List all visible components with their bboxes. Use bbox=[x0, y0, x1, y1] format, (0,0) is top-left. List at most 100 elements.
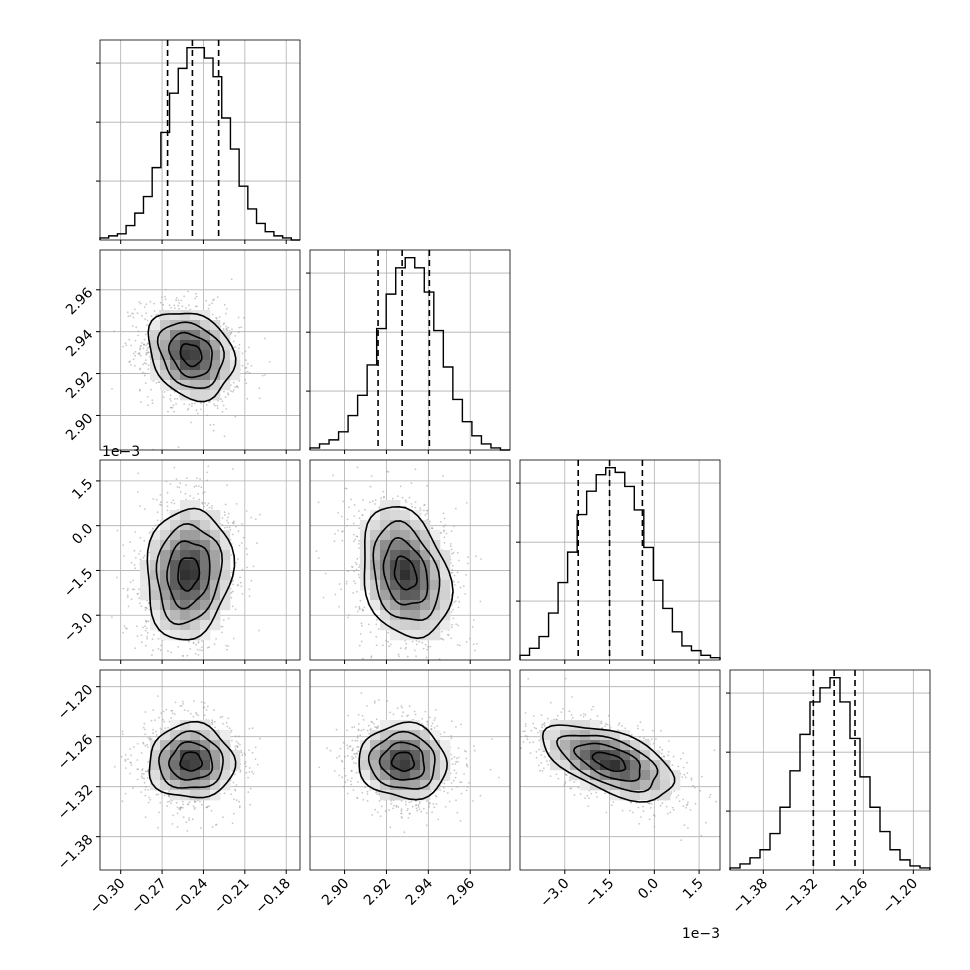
density-cell bbox=[190, 310, 201, 321]
density-cell bbox=[180, 620, 191, 631]
scatter-point bbox=[145, 606, 148, 609]
scatter-point bbox=[234, 748, 237, 751]
scatter-point bbox=[235, 503, 238, 505]
scatter-point bbox=[234, 415, 237, 418]
scatter-point bbox=[450, 611, 453, 613]
scatter-point bbox=[248, 346, 250, 349]
scatter-point bbox=[178, 307, 180, 310]
scatter-point bbox=[179, 482, 182, 485]
scatter-point bbox=[138, 597, 141, 599]
density-cell bbox=[150, 330, 161, 341]
scatter-point bbox=[146, 349, 148, 352]
scatter-point bbox=[152, 709, 155, 711]
joint-panel-p1-p2 bbox=[309, 459, 511, 664]
scatter-point bbox=[162, 396, 165, 398]
scatter-point bbox=[155, 314, 158, 316]
scatter-point bbox=[453, 525, 455, 528]
density-cell bbox=[180, 590, 191, 601]
scatter-point bbox=[232, 389, 235, 391]
density-cell bbox=[220, 380, 231, 391]
density-cell bbox=[200, 340, 211, 351]
scatter-point bbox=[361, 514, 364, 516]
scatter-point bbox=[439, 662, 441, 664]
density-cell bbox=[380, 520, 391, 531]
scatter-point bbox=[456, 596, 459, 599]
scatter-point bbox=[191, 818, 194, 821]
scatter-point bbox=[473, 619, 475, 621]
scatter-point bbox=[220, 625, 222, 628]
scatter-point bbox=[170, 400, 173, 402]
scatter-point bbox=[348, 506, 350, 509]
scatter-point bbox=[361, 624, 363, 627]
density-cell bbox=[390, 530, 401, 541]
scatter-point bbox=[211, 302, 213, 305]
scatter-point bbox=[344, 487, 346, 490]
density-cell bbox=[400, 550, 411, 561]
scatter-point bbox=[173, 410, 176, 413]
scatter-point bbox=[464, 593, 467, 595]
density-cell bbox=[380, 600, 391, 611]
scatter-point bbox=[141, 342, 143, 344]
scatter-point bbox=[228, 526, 231, 528]
scatter-point bbox=[364, 508, 366, 511]
scatter-point bbox=[382, 644, 384, 647]
scatter-point bbox=[223, 511, 226, 514]
density-cell bbox=[200, 590, 211, 601]
density-cell bbox=[420, 540, 431, 551]
scatter-point bbox=[137, 592, 139, 595]
density-cell bbox=[200, 580, 211, 591]
scatter-point bbox=[144, 629, 147, 632]
scatter-point bbox=[146, 396, 149, 398]
density-cell bbox=[370, 510, 381, 521]
scatter-point bbox=[241, 542, 243, 544]
scatter-point bbox=[192, 805, 195, 808]
scatter-point bbox=[173, 502, 176, 505]
density-cell bbox=[170, 560, 181, 571]
scatter-point bbox=[231, 579, 234, 582]
density-cell bbox=[400, 620, 411, 631]
density-cell bbox=[170, 610, 181, 621]
scatter-point bbox=[194, 402, 196, 405]
scatter-point bbox=[194, 297, 197, 300]
scatter-point bbox=[221, 411, 224, 413]
scatter-point bbox=[210, 809, 213, 812]
scatter-point bbox=[156, 511, 159, 514]
density-cell bbox=[200, 380, 211, 391]
scatter-point bbox=[431, 527, 433, 529]
scatter-point bbox=[200, 646, 203, 648]
scatter-point bbox=[226, 484, 229, 487]
scatter-point bbox=[157, 793, 160, 796]
scatter-point bbox=[256, 763, 259, 766]
scatter-point bbox=[147, 351, 150, 353]
scatter-point bbox=[142, 556, 145, 559]
scatter-point bbox=[451, 604, 453, 607]
scatter-point bbox=[476, 642, 478, 645]
scatter-point bbox=[132, 579, 135, 582]
scatter-point bbox=[396, 495, 399, 497]
density-cell bbox=[430, 560, 441, 571]
scatter-point bbox=[454, 584, 456, 586]
scatter-point bbox=[374, 499, 377, 501]
density-cell bbox=[200, 570, 211, 581]
scatter-point bbox=[149, 300, 152, 303]
scatter-point bbox=[142, 363, 145, 366]
scatter-point bbox=[411, 640, 414, 643]
scatter-point bbox=[120, 755, 123, 758]
density-cell bbox=[430, 570, 441, 581]
scatter-point bbox=[367, 623, 370, 626]
scatter-point bbox=[146, 319, 149, 322]
density-cell bbox=[220, 540, 231, 551]
scatter-point bbox=[131, 588, 134, 591]
scatter-point bbox=[243, 316, 246, 319]
scatter-point bbox=[454, 600, 457, 602]
scatter-point bbox=[383, 495, 385, 498]
scatter-point bbox=[397, 653, 400, 656]
scatter-point bbox=[132, 352, 135, 355]
scatter-point bbox=[199, 478, 202, 480]
density-cell bbox=[170, 570, 181, 581]
density-cell bbox=[160, 530, 171, 541]
scatter-point bbox=[187, 709, 189, 712]
scatter-point bbox=[136, 743, 139, 745]
scatter-point bbox=[207, 502, 210, 505]
scatter-point bbox=[200, 408, 202, 411]
